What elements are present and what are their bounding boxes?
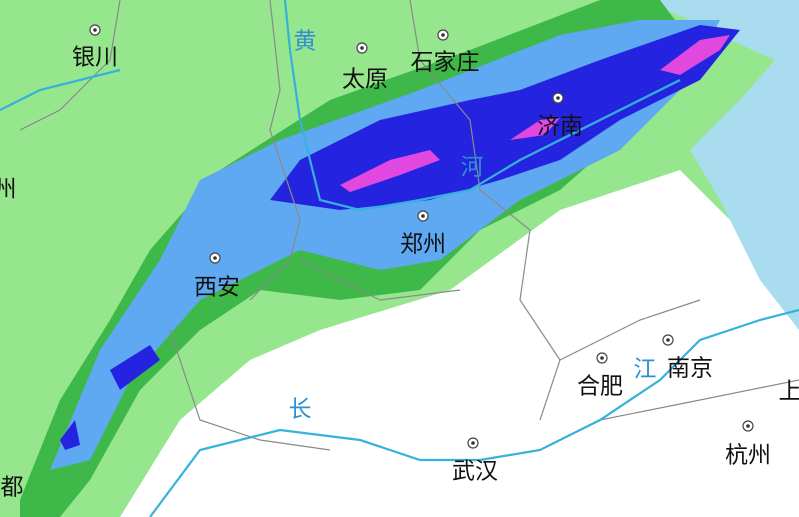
river-label: 河 bbox=[461, 155, 484, 181]
city-dot bbox=[93, 28, 97, 32]
city-dot bbox=[213, 256, 217, 260]
city-label: 济南 bbox=[537, 114, 583, 140]
city-label: 石家庄 bbox=[411, 50, 480, 76]
river-label: 黄 bbox=[294, 29, 317, 55]
rainstorm bbox=[110, 345, 160, 390]
city-label: 合肥 bbox=[577, 374, 623, 400]
city-label: 杭州 bbox=[725, 443, 771, 469]
heavy-rainstorm bbox=[510, 118, 560, 140]
city-dot bbox=[556, 96, 560, 100]
city-dot bbox=[421, 214, 425, 218]
borders bbox=[19, 0, 799, 451]
sea bbox=[640, 0, 799, 330]
city-label: 州 bbox=[0, 177, 17, 203]
city-dot bbox=[600, 356, 604, 360]
heavy-rainstorm bbox=[340, 150, 440, 192]
river-label: 长 bbox=[289, 397, 312, 423]
rainstorm bbox=[60, 420, 80, 450]
heavy-rainstorm bbox=[660, 35, 730, 75]
city-label: 郑州 bbox=[400, 232, 446, 258]
city-label: 银川 bbox=[72, 45, 118, 71]
city-label: 武汉 bbox=[452, 459, 498, 485]
city-label: 南京 bbox=[667, 356, 713, 382]
city-label: 西安 bbox=[194, 275, 240, 301]
city-label: 太原 bbox=[342, 67, 388, 93]
city-label: 都 bbox=[1, 475, 24, 501]
city-dot bbox=[360, 46, 364, 50]
city-dot bbox=[471, 441, 475, 445]
city-label: 上 bbox=[779, 379, 799, 405]
city-dot bbox=[441, 33, 445, 37]
city-dot bbox=[666, 338, 670, 342]
city-dot bbox=[746, 424, 750, 428]
river-label: 江 bbox=[634, 357, 657, 383]
